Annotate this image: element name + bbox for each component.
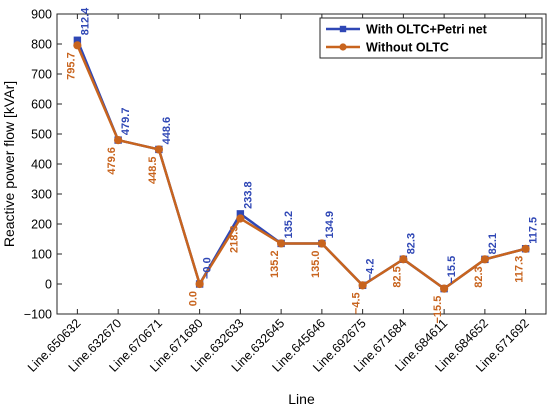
plot-frame: [56, 13, 547, 315]
data-label: 82.1: [487, 233, 499, 254]
x-axis-title: Line: [288, 391, 315, 407]
data-label: 448.5: [147, 156, 159, 184]
plot-area: [56, 13, 547, 315]
data-point: [114, 136, 123, 145]
data-label: 117.5: [528, 217, 540, 244]
y-tick-label: 600: [31, 98, 52, 112]
data-label: −4.5: [351, 292, 363, 314]
data-label: 0.0: [188, 291, 200, 306]
data-point: [73, 41, 82, 50]
legend-label: With OLTC+Petri net: [366, 23, 488, 37]
data-label: 479.7: [120, 108, 132, 136]
y-tick-label: 0: [45, 278, 52, 292]
legend-box: [319, 17, 543, 59]
data-label: 134.9: [324, 211, 336, 239]
y-tick-label: −100: [24, 308, 52, 322]
y-axis-title: Reactive power flow [kVAr]: [1, 81, 17, 247]
data-point: [317, 239, 326, 248]
data-label: 812.4: [79, 7, 91, 35]
y-tick-label: 400: [31, 158, 52, 172]
data-label: 135.0: [310, 251, 322, 279]
data-label: 117.3: [514, 256, 526, 283]
legend: With OLTC+Petri net Without OLTC: [319, 17, 543, 59]
data-point: [236, 214, 245, 223]
y-tick-label: 300: [31, 188, 52, 202]
data-label: −0.0: [202, 257, 214, 279]
data-label: −15.5: [446, 256, 458, 284]
y-tick-label: 900: [31, 8, 52, 22]
data-point: [480, 255, 489, 264]
data-label: −4.2: [365, 259, 377, 281]
data-label: 218.3: [228, 226, 240, 254]
data-point: [440, 284, 449, 293]
legend-label: Without OLTC: [366, 41, 449, 55]
legend-marker: [339, 43, 347, 51]
data-point: [358, 281, 367, 290]
y-tick-label: 700: [31, 68, 52, 82]
series-line-1: [76, 44, 526, 290]
data-point: [195, 279, 204, 289]
y-tick-label: 200: [31, 218, 52, 232]
data-label: 135.2: [269, 250, 281, 278]
data-label: 82.3: [405, 233, 417, 254]
data-label: 233.8: [242, 181, 254, 209]
legend-marker: [339, 25, 347, 33]
data-label: −15.5: [432, 296, 444, 324]
data-point: [399, 255, 408, 264]
data-point: [277, 239, 286, 248]
data-label: 448.6: [161, 117, 173, 145]
data-point: [154, 145, 163, 154]
y-tick-label: 100: [31, 248, 52, 262]
data-label: 795.7: [65, 52, 77, 80]
y-tick-label: 500: [31, 128, 52, 142]
data-label: 479.6: [106, 147, 118, 175]
series-layer: [73, 36, 530, 293]
data-label: 82.5: [391, 266, 403, 287]
y-tick-label: 800: [31, 38, 52, 52]
data-label: 82.3: [473, 266, 485, 287]
data-label: 135.2: [283, 211, 295, 239]
data-point: [521, 244, 530, 253]
